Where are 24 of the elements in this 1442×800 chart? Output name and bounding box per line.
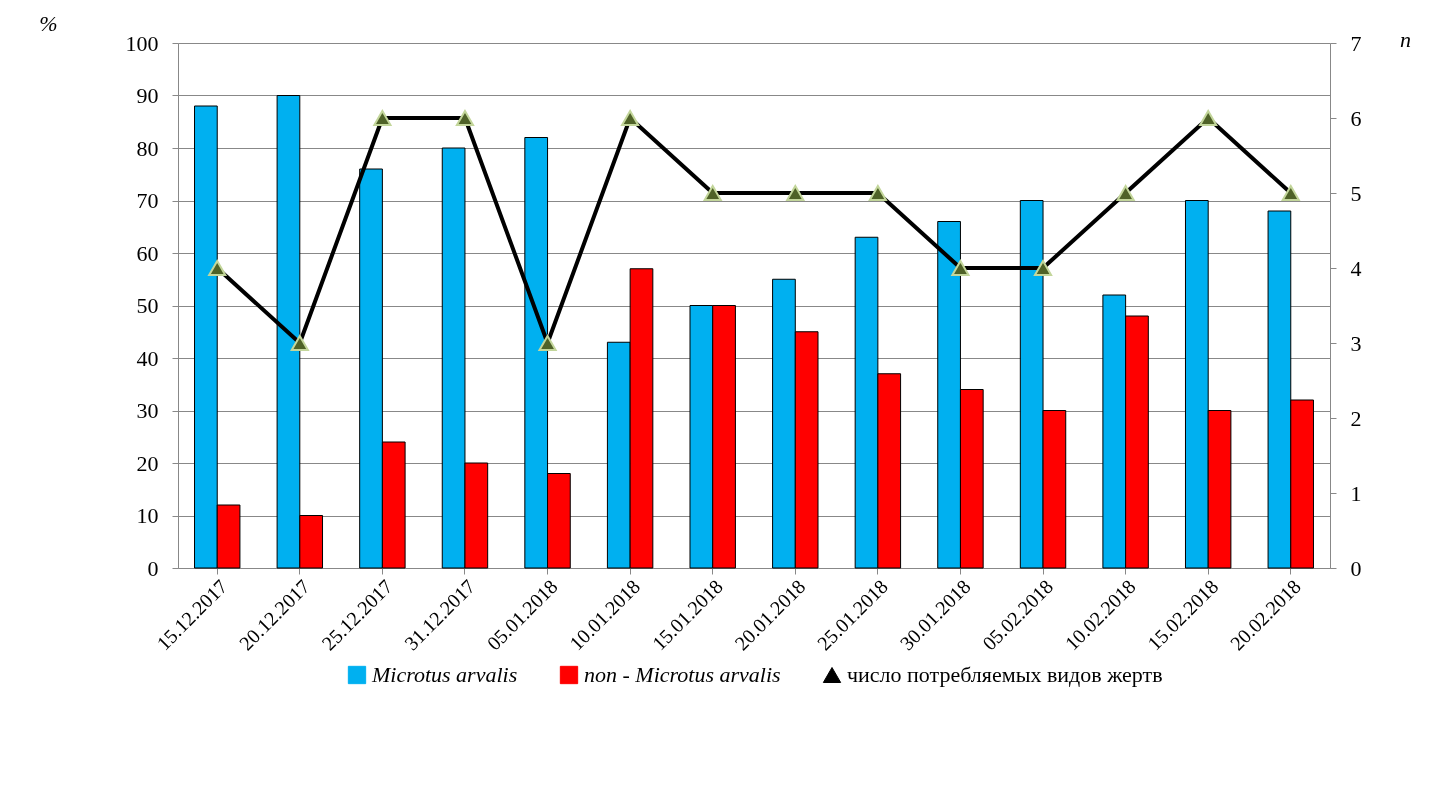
y-tick-label: 40 bbox=[136, 345, 159, 371]
y-tick-label: 100 bbox=[125, 30, 159, 56]
y-tick-label: 10 bbox=[136, 503, 159, 528]
y2-tick-label: 0 bbox=[1350, 555, 1362, 581]
y-tick-label: 70 bbox=[136, 188, 159, 213]
y2-tick-label: 1 bbox=[1350, 480, 1362, 506]
legend-label: число потребляемых видов жертв bbox=[847, 662, 1163, 687]
y2-axis-title: n bbox=[1400, 26, 1411, 52]
y-axis-title: % bbox=[39, 10, 58, 36]
y2-tick-label: 7 bbox=[1350, 30, 1362, 56]
y-tick-label: 0 bbox=[147, 555, 159, 581]
y-tick-label: 20 bbox=[136, 450, 159, 476]
legend-label: non - Microtus arvalis bbox=[584, 662, 781, 687]
y-tick-label: 80 bbox=[136, 135, 159, 161]
y-tick-label: 30 bbox=[136, 398, 159, 423]
y-tick-label: 50 bbox=[136, 293, 159, 318]
y2-tick-label: 2 bbox=[1350, 405, 1362, 431]
y2-tick-label: 4 bbox=[1350, 255, 1362, 281]
y2-tick-label: 3 bbox=[1350, 330, 1362, 356]
y-tick-label: 90 bbox=[136, 83, 159, 108]
y2-tick-label: 6 bbox=[1350, 105, 1362, 131]
y2-tick-label: 5 bbox=[1350, 180, 1362, 206]
legend-label: Microtus arvalis bbox=[371, 662, 518, 687]
y-tick-label: 60 bbox=[136, 240, 159, 266]
